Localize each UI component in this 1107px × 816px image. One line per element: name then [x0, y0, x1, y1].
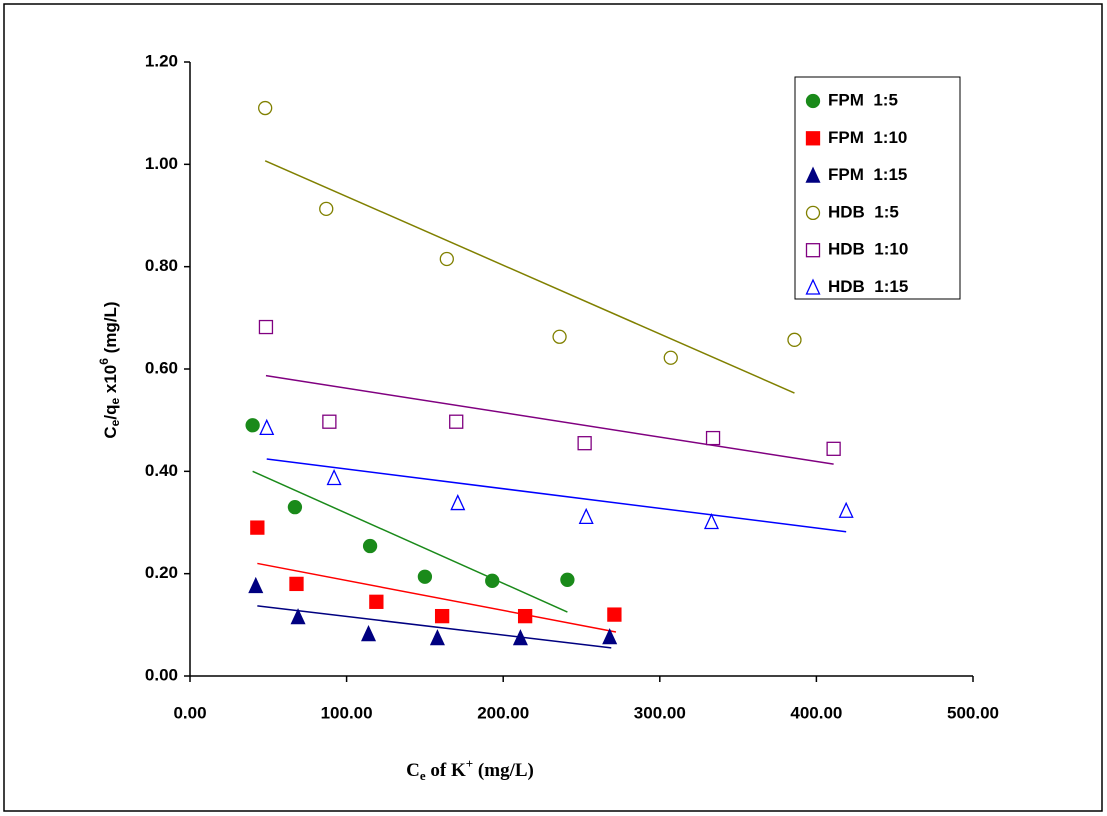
y-axis-label: Ce/qe x106 (mg/L)	[97, 301, 122, 438]
trendline	[264, 160, 795, 394]
y-tick-label: 0.40	[145, 461, 178, 480]
y-tick-label: 0.00	[145, 665, 178, 684]
point	[322, 414, 337, 429]
legend-marker	[805, 278, 821, 295]
legend-label: HDB 1:15	[828, 277, 908, 296]
point	[319, 201, 334, 216]
chart-frame	[3, 3, 1103, 812]
point	[703, 512, 719, 530]
point	[602, 628, 618, 645]
x-tick-label: 100.00	[321, 703, 373, 722]
point	[258, 100, 273, 116]
point	[607, 607, 622, 622]
y-tick-label: 0.80	[145, 256, 178, 275]
point	[663, 350, 678, 365]
legend-marker	[805, 93, 821, 109]
point	[289, 576, 304, 592]
y-tick-label: 1.00	[145, 154, 178, 173]
point	[434, 608, 450, 624]
y-tick-label: 1.20	[145, 51, 178, 70]
legend-label: HDB 1:10	[828, 240, 908, 259]
point	[258, 319, 274, 335]
x-tick-label: 500.00	[947, 703, 999, 722]
y-tick-label: 0.20	[145, 563, 178, 582]
point	[560, 572, 575, 587]
point	[326, 468, 342, 486]
x-tick-label: 300.00	[634, 703, 686, 722]
point	[417, 569, 433, 584]
point	[485, 573, 500, 588]
point	[439, 251, 454, 267]
point	[512, 629, 528, 646]
point	[369, 594, 384, 609]
legend-marker	[805, 205, 821, 221]
point	[578, 507, 594, 525]
point	[250, 520, 265, 535]
point	[248, 576, 264, 594]
point	[290, 608, 306, 625]
point	[362, 538, 378, 554]
legend-label: FPM 1:15	[828, 165, 907, 184]
point	[552, 329, 567, 344]
trendline	[265, 374, 834, 465]
legend-box	[794, 76, 961, 300]
trendline	[257, 562, 617, 633]
x-tick-label: 0.00	[173, 703, 206, 722]
x-tick-label: 200.00	[477, 703, 529, 722]
point	[449, 414, 464, 429]
trendline	[252, 470, 568, 613]
legend-marker	[805, 243, 821, 258]
point	[259, 418, 275, 435]
point	[361, 624, 377, 642]
trendline	[257, 605, 612, 649]
point	[287, 499, 303, 515]
point	[787, 332, 802, 347]
point	[517, 608, 533, 624]
legend-marker	[805, 166, 821, 183]
point	[705, 430, 721, 446]
point	[838, 501, 854, 518]
legend-marker	[805, 131, 821, 146]
y-tick-label: 0.60	[145, 358, 178, 377]
point	[245, 418, 260, 433]
legend-label: FPM 1:5	[828, 90, 898, 109]
point	[429, 629, 445, 646]
point	[826, 441, 841, 456]
legend-label: FPM 1:10	[828, 128, 907, 147]
x-axis-label: Ce of K+ (mg/L)	[406, 756, 534, 783]
point	[577, 436, 592, 451]
point	[450, 494, 466, 511]
legend-label: HDB 1:5	[828, 202, 899, 221]
trendline	[266, 458, 847, 533]
x-tick-label: 400.00	[790, 703, 842, 722]
